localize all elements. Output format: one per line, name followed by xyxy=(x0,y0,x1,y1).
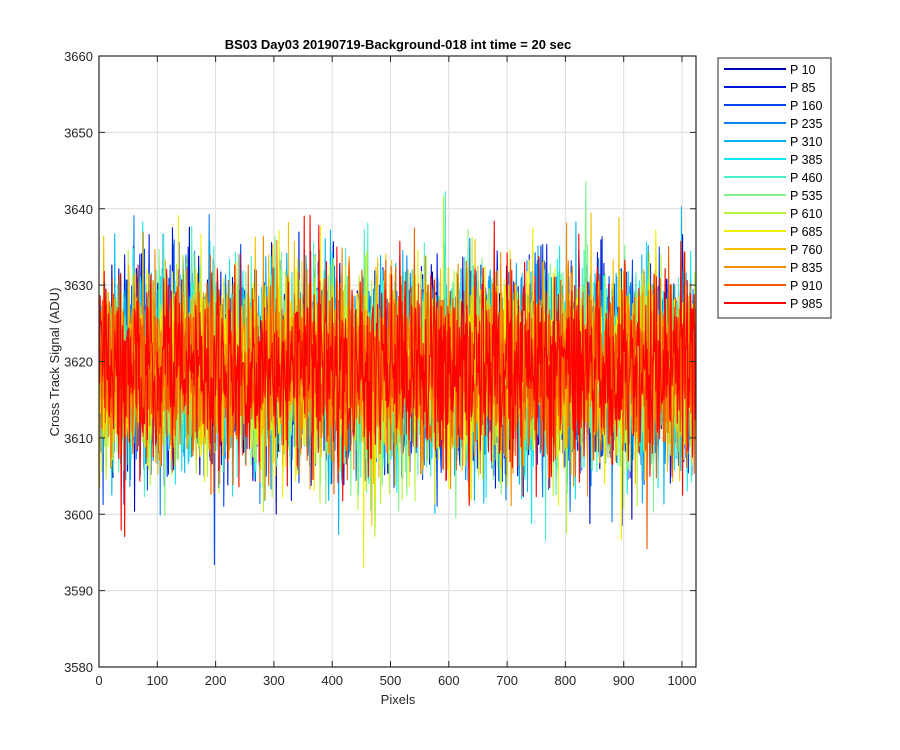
x-tick-label: 1000 xyxy=(668,673,697,688)
axis-ticks xyxy=(98,55,696,668)
y-tick-label: 3580 xyxy=(64,660,93,675)
x-tick-label: 200 xyxy=(205,673,227,688)
legend-label: P 10 xyxy=(790,63,816,77)
legend-label: P 160 xyxy=(790,99,822,113)
series-line-p-985 xyxy=(99,214,697,538)
legend-label: P 760 xyxy=(790,243,822,257)
x-tick-label: 500 xyxy=(380,673,402,688)
x-tick-labels: 0 100 200 300 400 500 600 700 800 900 1000 xyxy=(95,673,696,688)
legend-label: P 460 xyxy=(790,171,822,185)
y-tick-label: 3600 xyxy=(64,507,93,522)
y-tick-labels: 3580 3590 3600 3610 3620 3630 3640 3650 3660 xyxy=(64,49,93,675)
legend-label: P 835 xyxy=(790,261,822,275)
y-axis-label: Cross Track Signal (ADU) xyxy=(47,288,62,437)
legend-label: P 535 xyxy=(790,189,822,203)
x-axis-label: Pixels xyxy=(381,692,416,707)
y-tick-label: 3610 xyxy=(64,431,93,446)
legend-label: P 85 xyxy=(790,81,816,95)
x-tick-label: 900 xyxy=(613,673,635,688)
legend-label: P 310 xyxy=(790,135,822,149)
y-tick-label: 3650 xyxy=(64,125,93,140)
x-tick-label: 300 xyxy=(263,673,285,688)
chart-title: BS03 Day03 20190719-Background-018 int t… xyxy=(225,37,572,52)
x-tick-label: 100 xyxy=(146,673,168,688)
legend-label: P 235 xyxy=(790,117,822,131)
series-line-p-910 xyxy=(99,227,697,550)
x-tick-label: 700 xyxy=(496,673,518,688)
y-tick-label: 3640 xyxy=(64,202,93,217)
y-tick-label: 3660 xyxy=(64,49,93,64)
legend-label: P 610 xyxy=(790,207,822,221)
x-tick-label: 600 xyxy=(438,673,460,688)
legend-label: P 910 xyxy=(790,279,822,293)
legend-label: P 685 xyxy=(790,225,822,239)
legend-box xyxy=(717,57,832,319)
x-tick-label: 0 xyxy=(95,673,102,688)
x-tick-label: 400 xyxy=(321,673,343,688)
y-tick-label: 3620 xyxy=(64,355,93,370)
legend: P 10 P 85 P 160 P 235 P 310 P 385 P 460 P 535 P … xyxy=(717,57,832,319)
y-tick-label: 3590 xyxy=(64,584,93,599)
x-tick-label: 800 xyxy=(555,673,577,688)
series-lines xyxy=(99,181,697,569)
legend-label: P 385 xyxy=(790,153,822,167)
y-tick-label: 3630 xyxy=(64,278,93,293)
legend-label: P 985 xyxy=(790,297,822,311)
